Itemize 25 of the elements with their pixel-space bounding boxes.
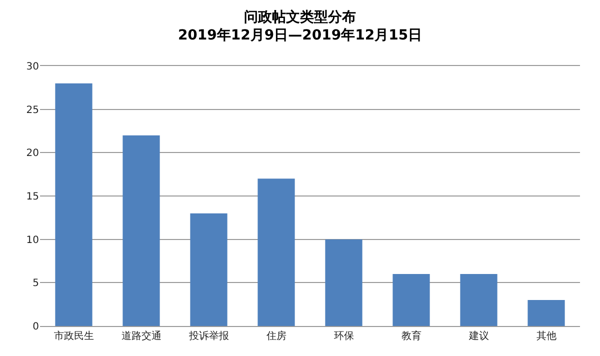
bar xyxy=(460,274,498,326)
y-tick-label: 5 xyxy=(32,278,39,290)
x-tick-label: 教育 xyxy=(401,330,422,342)
x-tick-label: 其他 xyxy=(536,330,556,342)
x-tick-label: 投诉举报 xyxy=(188,330,229,342)
y-tick-label: 30 xyxy=(26,62,39,72)
y-tick-label: 20 xyxy=(26,148,39,160)
bar xyxy=(392,274,430,326)
bar xyxy=(122,135,160,326)
y-tick-label: 10 xyxy=(26,234,39,246)
x-tick-label: 市政民生 xyxy=(54,330,94,342)
y-tick-label: 25 xyxy=(26,104,39,116)
chart-subtitle: 2019年12月9日—2019年12月15日 xyxy=(178,28,422,44)
x-tick-label: 道路交通 xyxy=(121,330,162,342)
chart-title: 问政帖文类型分布 xyxy=(244,8,356,26)
x-tick-label: 环保 xyxy=(334,331,354,342)
bar xyxy=(190,213,228,326)
y-tick-label: 15 xyxy=(26,192,39,202)
bar xyxy=(528,300,565,326)
bar xyxy=(325,239,362,326)
x-tick-label: 建议 xyxy=(468,330,489,342)
x-tick-label: 住房 xyxy=(266,330,286,342)
y-tick-label: 0 xyxy=(32,322,39,332)
bar xyxy=(258,178,295,326)
bar xyxy=(55,83,92,326)
